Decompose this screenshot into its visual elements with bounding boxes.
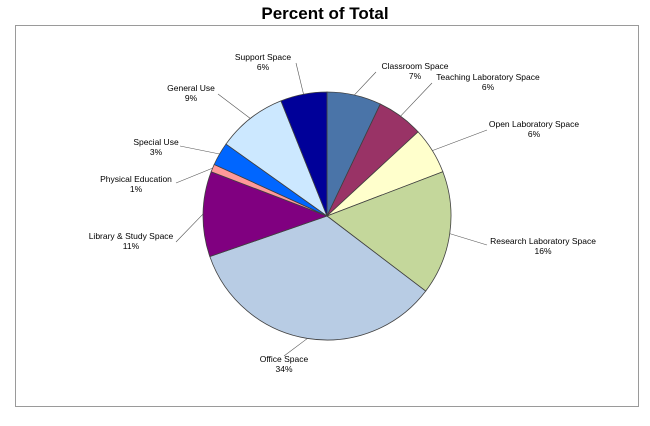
- leader-line-general-use: [217, 93, 251, 119]
- pie-slice-library-and-study-space: [202, 171, 329, 258]
- leader-line-teaching-laboratory-space: [400, 82, 433, 117]
- leader-line-classroom-space: [354, 71, 377, 96]
- slice-label-library-and-study-space: Library & Study Space 11%: [89, 231, 174, 251]
- leader-line-support-space: [295, 62, 304, 95]
- leader-line-open-laboratory-space: [432, 129, 488, 151]
- leader-line-office-space: [283, 338, 308, 357]
- slice-label-special-use: Special Use 3%: [133, 137, 179, 157]
- chart-title: Percent of Total: [261, 4, 389, 23]
- slice-label-research-laboratory-space: Research Laboratory Space 16%: [490, 236, 596, 256]
- slice-label-general-use: General Use 9%: [167, 83, 215, 103]
- plot-area-frame: [15, 25, 639, 407]
- pie-slice-office-space: [209, 215, 427, 341]
- pie-slice-research-laboratory-space: [326, 171, 452, 292]
- leader-line-research-laboratory-space: [449, 233, 488, 246]
- leader-line-library-and-study-space: [175, 213, 204, 243]
- leader-line-physical-education: [175, 167, 213, 184]
- slice-label-teaching-laboratory-space: Teaching Laboratory Space 6%: [436, 72, 540, 92]
- slice-label-support-space: Support Space 6%: [235, 52, 292, 72]
- slice-label-classroom-space: Classroom Space 7%: [381, 61, 448, 81]
- slice-label-open-laboratory-space: Open Laboratory Space 6%: [489, 119, 580, 139]
- slice-label-office-space: Office Space 34%: [260, 354, 309, 374]
- leader-line-special-use: [179, 145, 220, 155]
- slice-label-physical-education: Physical Education 1%: [100, 174, 172, 194]
